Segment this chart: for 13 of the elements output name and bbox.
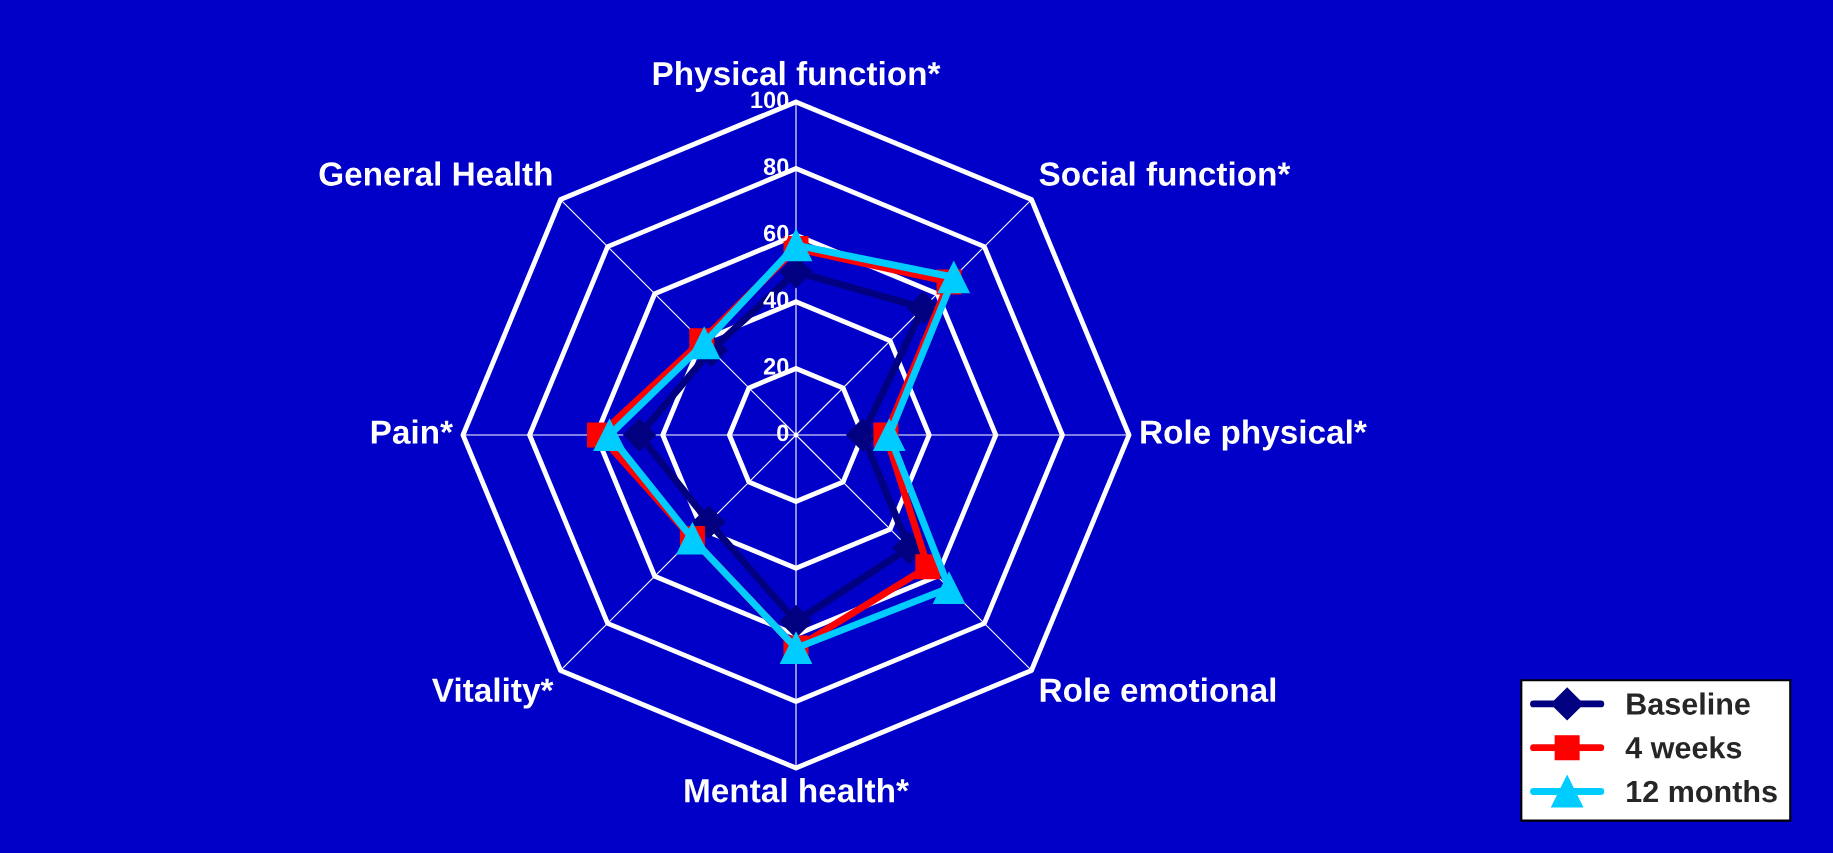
spoke-label: Role emotional: [1040, 677, 1276, 703]
legend-label: Baseline: [1627, 692, 1750, 715]
spoke-label: Pain*: [371, 419, 453, 444]
legend-label: 12 months: [1627, 779, 1777, 803]
spoke-label: General Health: [319, 161, 552, 186]
spoke-label: Mental health*: [685, 777, 909, 803]
y-tick-label: 0: [777, 424, 789, 442]
legend-label: 4 weeks: [1625, 736, 1742, 759]
y-tick-label: 60: [763, 224, 789, 242]
spoke-label: Role physical*: [1141, 419, 1367, 451]
spoke-label: Physical function*: [653, 60, 941, 93]
spoke-label: Vitality*: [432, 677, 554, 709]
spoke-label: Social function*: [1039, 161, 1291, 186]
